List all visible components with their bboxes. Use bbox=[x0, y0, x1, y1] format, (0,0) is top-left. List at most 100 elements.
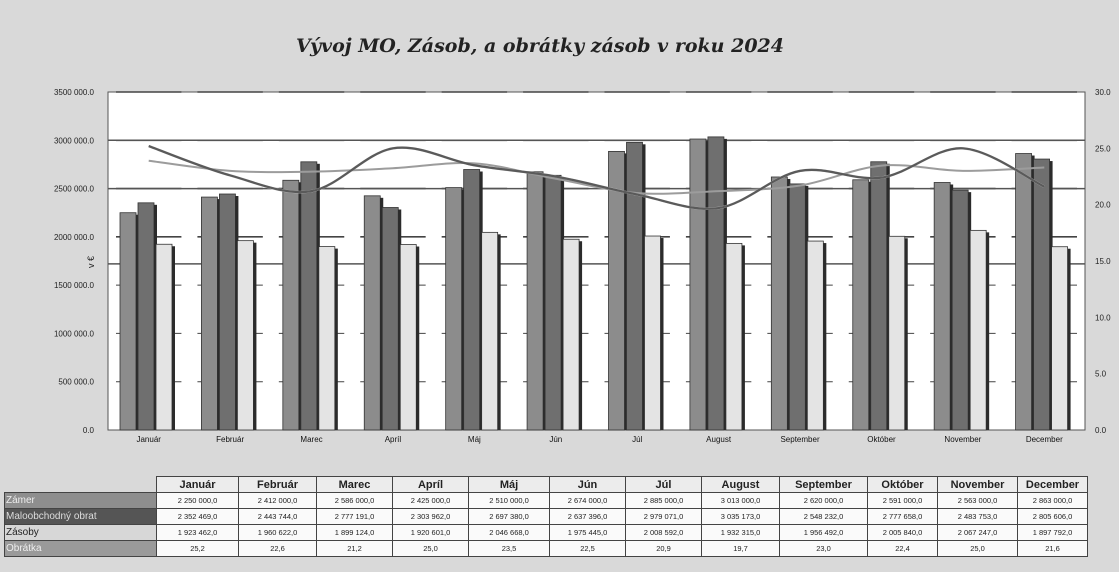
table-cell: 1 960 622,0 bbox=[238, 524, 317, 541]
bar-zamer-shadow bbox=[380, 197, 384, 430]
table-cell: 2 637 396,0 bbox=[549, 508, 626, 525]
bar-zasoby bbox=[237, 240, 254, 431]
bar-obrat bbox=[788, 183, 806, 431]
bar-zasoby bbox=[562, 238, 580, 431]
table-cell: 23,0 bbox=[779, 540, 868, 557]
table-cell: 2 591 000,0 bbox=[867, 492, 938, 509]
table-cell: 1 897 792,0 bbox=[1017, 524, 1088, 541]
bar-zamer bbox=[282, 179, 300, 431]
x-tick-label: September bbox=[780, 435, 819, 444]
y-tick-label: 2000 000.0 bbox=[54, 233, 95, 242]
y2-tick-label: 0.0 bbox=[1095, 426, 1107, 435]
y2-tick-label: 25.0 bbox=[1095, 144, 1111, 153]
bar-zamer-shadow bbox=[705, 141, 709, 431]
table-header-cell: Máj bbox=[468, 476, 550, 493]
x-tick-label: Jún bbox=[549, 435, 562, 444]
bar-zamer bbox=[689, 138, 707, 431]
bar-zamer bbox=[445, 187, 463, 431]
y-tick-label: 2500 000.0 bbox=[54, 185, 95, 194]
bar-zasoby-shadow bbox=[823, 243, 827, 430]
bar-obrat-shadow bbox=[886, 163, 890, 430]
y2-tick-label: 30.0 bbox=[1095, 88, 1111, 97]
table-cell: 2 805 606,0 bbox=[1017, 508, 1088, 525]
table-cell: 3 013 000,0 bbox=[701, 492, 780, 509]
table-cell: 2 777 191,0 bbox=[316, 508, 393, 525]
table-cell: 25,0 bbox=[937, 540, 1018, 557]
bar-zasoby bbox=[725, 242, 743, 431]
table-cell: 2 563 000,0 bbox=[937, 492, 1018, 509]
bar-obrat bbox=[137, 202, 155, 431]
table-cell: 2 443 744,0 bbox=[238, 508, 317, 525]
bar-obrat bbox=[870, 161, 888, 431]
table-cell: 22,6 bbox=[238, 540, 317, 557]
bar-zamer-shadow bbox=[543, 173, 547, 430]
y2-tick-label: 5.0 bbox=[1095, 370, 1107, 379]
y-tick-label: 1000 000.0 bbox=[54, 329, 95, 338]
bar-obrat bbox=[707, 136, 725, 431]
bar-obrat-shadow bbox=[154, 204, 157, 430]
bar-obrat-shadow bbox=[398, 209, 402, 430]
bar-zasoby-shadow bbox=[172, 246, 175, 430]
bar-zasoby-shadow bbox=[660, 238, 664, 430]
bar-zamer bbox=[526, 171, 544, 431]
table-cell: 2 067 247,0 bbox=[937, 524, 1018, 541]
bar-zamer-shadow bbox=[787, 178, 791, 430]
bar-obrat-shadow bbox=[235, 196, 239, 430]
bar-obrat-shadow bbox=[316, 163, 320, 430]
row-label: Obrátka bbox=[4, 540, 157, 557]
table-cell: 22,4 bbox=[867, 540, 938, 557]
table-cell: 21,2 bbox=[316, 540, 393, 557]
bar-obrat bbox=[381, 207, 399, 431]
table-cell: 25,0 bbox=[392, 540, 469, 557]
table-cell: 1 932 315,0 bbox=[701, 524, 780, 541]
table-header-cell: August bbox=[701, 476, 780, 493]
bar-zamer bbox=[1015, 153, 1032, 431]
bar-obrat bbox=[1033, 158, 1050, 431]
table-cell: 1 975 445,0 bbox=[549, 524, 626, 541]
table-cell: 2 303 962,0 bbox=[392, 508, 469, 525]
table-cell: 2 697 380,0 bbox=[468, 508, 550, 525]
bar-zasoby-shadow bbox=[1067, 248, 1071, 430]
y-tick-label: 500 000.0 bbox=[58, 378, 94, 387]
table-cell: 19,7 bbox=[701, 540, 780, 557]
table-header-cell: Apríl bbox=[392, 476, 469, 493]
bar-zasoby bbox=[644, 235, 661, 431]
bar-zasoby-shadow bbox=[741, 245, 745, 430]
table-cell: 2 412 000,0 bbox=[238, 492, 317, 509]
bar-obrat bbox=[626, 141, 643, 431]
bar-zamer-shadow bbox=[950, 184, 954, 430]
table-cell: 23,5 bbox=[468, 540, 550, 557]
table-header-cell: November bbox=[937, 476, 1018, 493]
y-tick-label: 3000 000.0 bbox=[54, 136, 95, 145]
table-cell: 2 352 469,0 bbox=[156, 508, 239, 525]
table-cell: 2 548 232,0 bbox=[779, 508, 868, 525]
y2-tick-label: 10.0 bbox=[1095, 313, 1111, 322]
x-tick-label: Máj bbox=[468, 435, 481, 444]
table-header-cell: Október bbox=[867, 476, 938, 493]
bar-zamer-shadow bbox=[217, 199, 221, 430]
bar-zasoby bbox=[481, 231, 499, 431]
y2-tick-label: 15.0 bbox=[1095, 257, 1111, 266]
table-header-cell: December bbox=[1017, 476, 1088, 493]
table-header-cell: Február bbox=[238, 476, 317, 493]
bar-zasoby bbox=[318, 246, 336, 431]
bar-zasoby bbox=[155, 243, 173, 431]
bar-zasoby-shadow bbox=[497, 234, 501, 430]
bar-zasoby-shadow bbox=[579, 241, 583, 430]
bar-zasoby bbox=[806, 240, 824, 431]
table-cell: 2 250 000,0 bbox=[156, 492, 239, 509]
table-cell: 2 863 000,0 bbox=[1017, 492, 1088, 509]
table-cell: 1 923 462,0 bbox=[156, 524, 239, 541]
table-cell: 2 425 000,0 bbox=[392, 492, 469, 509]
table-cell: 2 046 668,0 bbox=[468, 524, 550, 541]
x-tick-label: August bbox=[706, 435, 732, 444]
bar-zamer bbox=[119, 212, 137, 431]
table-cell: 21,6 bbox=[1017, 540, 1088, 557]
table-cell: 2 008 592,0 bbox=[625, 524, 702, 541]
table-cell: 1 920 601,0 bbox=[392, 524, 469, 541]
bar-zasoby bbox=[399, 244, 417, 431]
bar-zasoby-shadow bbox=[334, 248, 338, 430]
table-cell: 2 979 071,0 bbox=[625, 508, 702, 525]
bar-zamer bbox=[608, 150, 625, 431]
bar-obrat bbox=[300, 161, 318, 431]
